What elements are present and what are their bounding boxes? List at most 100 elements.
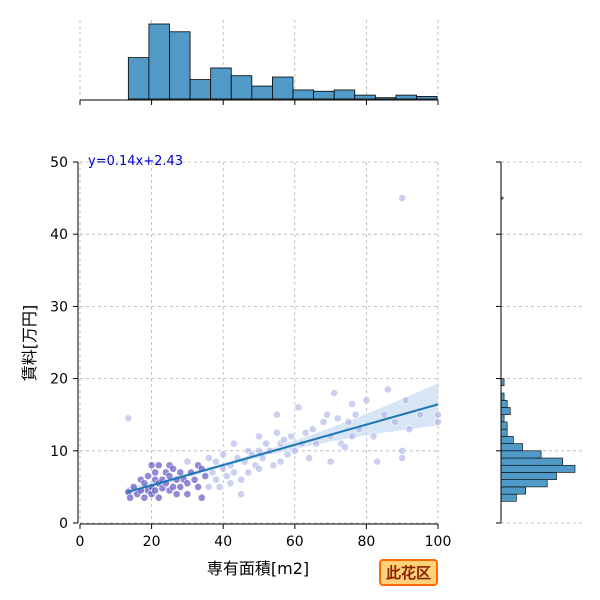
scatter-point	[154, 493, 163, 502]
scatter-point	[301, 428, 310, 437]
scatter-point	[151, 468, 160, 477]
regression-equation: y=0.14x+2.43	[88, 154, 183, 169]
y-hist-bar	[500, 421, 508, 430]
x-tick-label: 60	[286, 534, 304, 550]
scatter-point	[398, 446, 407, 455]
x-hist-bar	[272, 76, 294, 100]
scatter-point	[287, 432, 296, 441]
scatter-point	[204, 454, 213, 462]
scatter-point	[244, 468, 253, 477]
scatter-point	[319, 418, 328, 426]
scatter-point	[380, 410, 389, 419]
x-hist-bar	[210, 67, 232, 100]
scatter-point	[294, 403, 303, 412]
y-hist-bar	[500, 457, 563, 466]
scatter-point	[290, 446, 299, 455]
scatter-point	[330, 389, 339, 397]
y-histogram	[500, 196, 576, 502]
scatter-point	[326, 457, 335, 466]
scatter-point	[126, 493, 135, 502]
scatter-point	[391, 418, 399, 426]
y-axis-label: 賃料[万円]	[20, 305, 39, 382]
y-hist-bar	[500, 428, 508, 437]
scatter-point	[204, 482, 213, 491]
scatter-point	[212, 475, 220, 484]
scatter-point	[176, 482, 185, 491]
axes	[73, 99, 502, 529]
x-tick-label: 20	[143, 534, 161, 550]
x-hist-bar	[169, 31, 191, 100]
y-hist-bar	[500, 472, 557, 480]
x-hist-bar	[230, 75, 253, 100]
district-badge: 此花区	[379, 559, 439, 586]
scatter-point	[398, 194, 407, 202]
scatter-point	[341, 443, 349, 452]
scatter-point	[183, 490, 192, 499]
scatter-point	[230, 468, 238, 477]
scatter-point	[262, 439, 271, 448]
scatter-point	[434, 410, 442, 419]
x-hist-bar	[416, 96, 438, 100]
scatter-point	[305, 454, 314, 462]
scatter-point	[362, 396, 371, 405]
scatter-point	[215, 482, 224, 491]
y-hist-bar	[500, 443, 523, 452]
y-hist-bar	[500, 493, 517, 502]
y-hist-bar	[500, 436, 514, 444]
x-hist-bar	[189, 79, 212, 100]
scatter-point	[230, 439, 238, 448]
scatter-points	[124, 194, 442, 502]
scatter-point	[124, 414, 133, 423]
scatter-point	[272, 428, 281, 437]
scatter-point	[255, 464, 263, 473]
y-tick-label: 20	[50, 372, 68, 388]
scatter-point	[369, 432, 378, 441]
y-hist-bar	[500, 464, 576, 473]
y-hist-bar	[500, 399, 508, 408]
scatter-point	[405, 425, 414, 434]
scatter-point	[154, 461, 163, 470]
y-hist-bar	[500, 450, 542, 459]
scatter-point	[348, 399, 356, 408]
x-tick-label: 40	[214, 534, 232, 550]
scatter-point	[190, 475, 199, 484]
scatter-point	[276, 457, 285, 466]
y-tick-label: 10	[50, 444, 68, 460]
regression-line	[126, 403, 439, 494]
x-tick-label: 0	[76, 534, 85, 550]
x-hist-bar	[292, 89, 314, 100]
scatter-point	[333, 414, 342, 423]
scatter-point	[323, 410, 331, 419]
scatter-point	[401, 396, 410, 405]
scatter-point	[416, 410, 424, 419]
scatter-point	[312, 439, 321, 448]
x-hist-bar	[148, 23, 170, 100]
scatter-point	[280, 436, 288, 444]
scatter-point	[255, 432, 263, 441]
scatter-point	[373, 457, 382, 466]
scatter-point	[308, 425, 317, 434]
scatter-point	[194, 482, 203, 491]
y-hist-bar	[500, 407, 511, 416]
x-hist-bar	[313, 90, 335, 100]
main-grid	[79, 161, 439, 524]
scatter-point	[348, 432, 356, 441]
scatter-point	[172, 490, 181, 499]
scatter-point	[140, 493, 149, 502]
x-hist-bar	[333, 89, 356, 100]
scatter-point	[383, 385, 392, 394]
x-histogram	[127, 23, 438, 100]
scatter-point	[183, 457, 192, 466]
y-hist-bar	[500, 486, 526, 495]
x-hist-bar	[354, 94, 376, 100]
scatter-point	[272, 410, 281, 419]
scatter-point	[226, 479, 235, 488]
scatter-point	[208, 468, 217, 477]
scatter-point	[212, 457, 220, 466]
scatter-point	[434, 418, 442, 426]
y-tick-label: 30	[50, 299, 68, 315]
y-tick-label: 0	[59, 516, 68, 532]
scatter-point	[169, 482, 177, 491]
x-hist-bar	[395, 94, 417, 100]
